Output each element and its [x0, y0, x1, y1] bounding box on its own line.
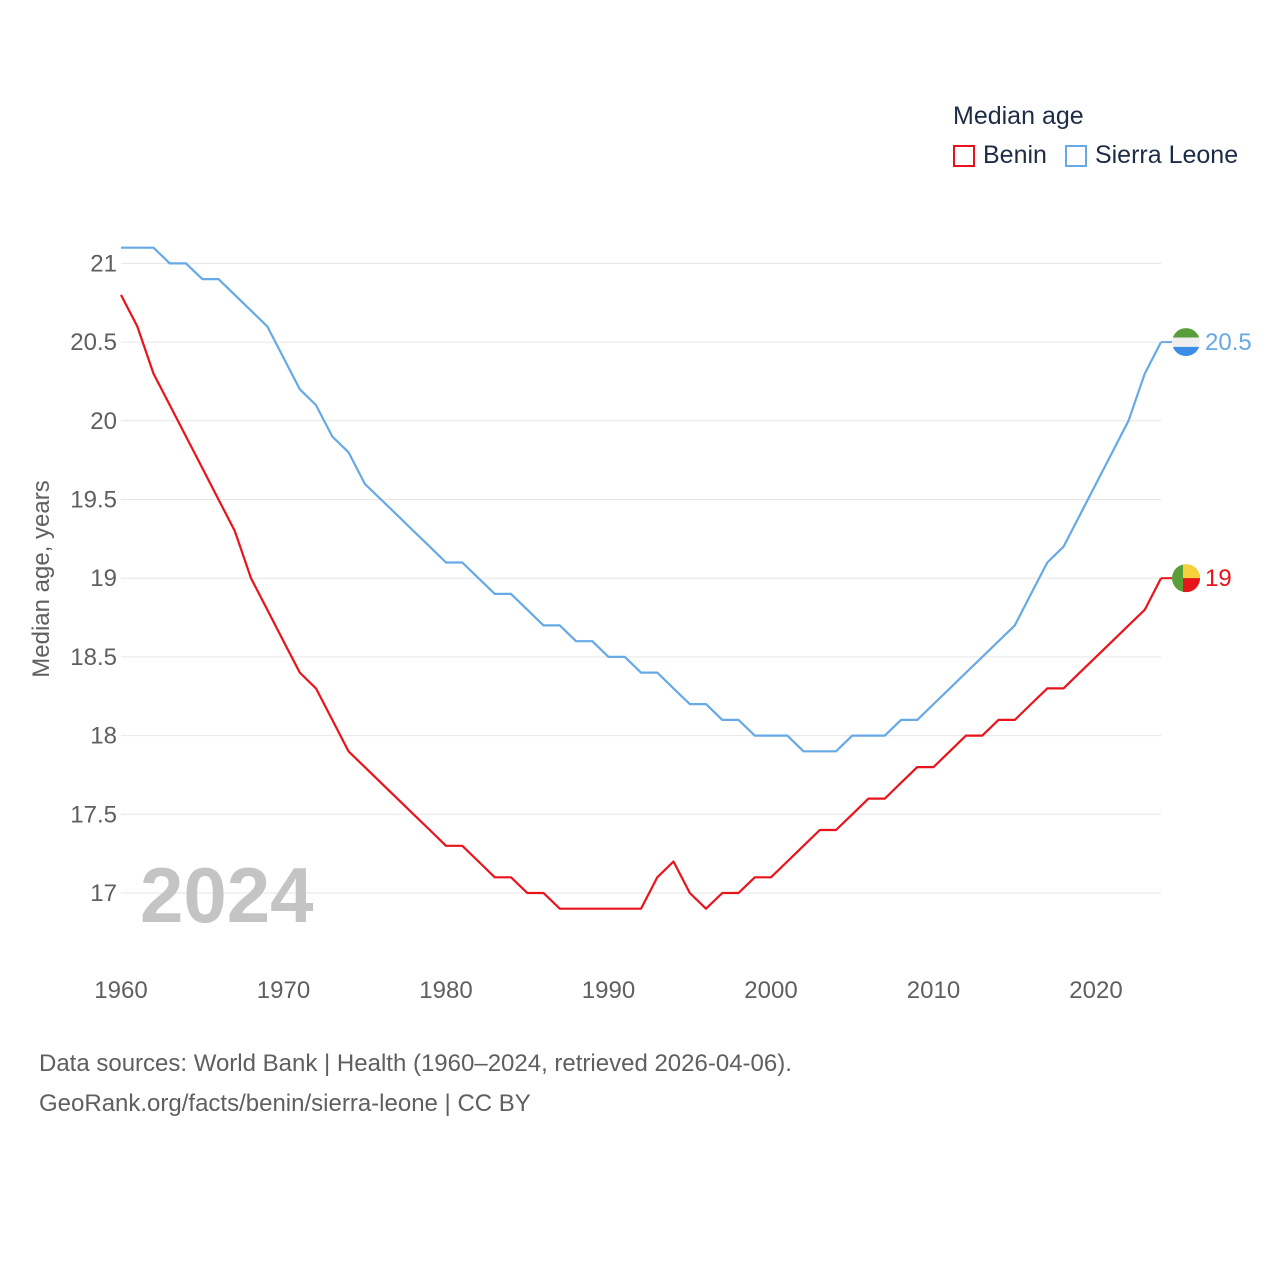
attribution-link[interactable]: GeoRank.org/facts/benin/sierra-leone | C…	[39, 1090, 531, 1117]
series-line-sierra-leone	[121, 246, 1162, 753]
legend: Median age Benin Sierra Leone	[953, 100, 1256, 170]
y-axis-ticks: 17 17.5 18 18.5 19 19.5 20 20.5 21	[70, 250, 117, 907]
y-tick-label: 20	[90, 408, 117, 435]
grid-lines	[121, 262, 1161, 894]
series-line-benin	[120, 294, 1162, 910]
benin-end-label: 19	[1205, 565, 1232, 592]
x-tick-label: 2000	[744, 977, 797, 1004]
x-tick-label: 2010	[907, 977, 960, 1004]
legend-item-benin[interactable]: Benin	[953, 141, 1047, 170]
y-tick-label: 20.5	[70, 329, 117, 356]
series-lines	[120, 246, 1172, 910]
x-tick-label: 1960	[94, 977, 147, 1004]
legend-label-sierra-leone: Sierra Leone	[1094, 141, 1239, 169]
data-sources-text: Data sources: World Bank | Health (1960–…	[39, 1050, 792, 1077]
end-markers: 20.5 19	[1172, 328, 1252, 593]
x-tick-label: 1990	[582, 977, 635, 1004]
sierra-leone-flag-icon	[1172, 328, 1200, 357]
legend-title: Median age	[953, 102, 1084, 130]
legend-swatch-benin	[953, 144, 975, 167]
x-tick-label: 2020	[1069, 977, 1122, 1004]
x-tick-label: 1980	[419, 977, 472, 1004]
y-tick-label: 19.5	[70, 487, 117, 514]
y-tick-label: 17	[90, 880, 117, 907]
x-tick-label: 1970	[257, 977, 310, 1004]
benin-flag-icon	[1172, 564, 1200, 593]
legend-label-benin: Benin	[983, 141, 1047, 169]
y-tick-label: 17.5	[70, 801, 117, 828]
legend-swatch-sierra-leone	[1064, 144, 1087, 167]
y-tick-label: 21	[90, 250, 117, 277]
y-tick-label: 18	[90, 723, 117, 750]
current-year-label: 2024	[140, 851, 314, 939]
y-tick-label: 18.5	[70, 644, 117, 671]
y-axis-label: Median age, years	[28, 480, 55, 678]
x-axis-ticks: 1960 1970 1980 1990 2000 2010 2020	[94, 977, 1122, 1004]
y-tick-label: 19	[90, 565, 117, 592]
legend-item-sierra-leone[interactable]: Sierra Leone	[1064, 141, 1239, 170]
sierra-leone-end-label: 20.5	[1205, 329, 1252, 356]
footer: Data sources: World Bank | Health (1960–…	[39, 1044, 792, 1124]
